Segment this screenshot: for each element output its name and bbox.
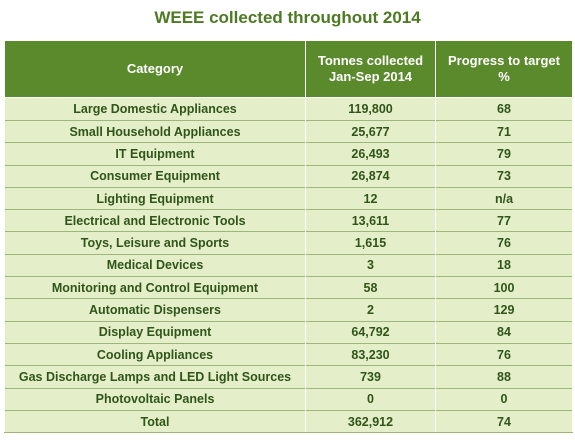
cell-progress: 129 [435, 298, 573, 322]
header-tonnes-line2: Jan-Sep 2014 [328, 69, 413, 84]
header-category: Category [4, 40, 306, 98]
table-row: Toys, Leisure and Sports 1,615 76 [4, 231, 573, 255]
table-row: Lighting Equipment 12 n/a [4, 186, 573, 210]
table-row: Large Domestic Appliances 119,800 68 [4, 97, 573, 121]
weee-table: Category Tonnes collected Jan-Sep 2014 P… [4, 40, 573, 434]
cell-tonnes: 25,677 [305, 119, 436, 143]
table-title: WEEE collected throughout 2014 [154, 8, 421, 27]
table-row: Display Equipment 64,792 84 [4, 320, 573, 344]
cell-tonnes: 64,792 [305, 320, 436, 344]
cell-tonnes: 1,615 [305, 231, 436, 255]
table-row-total: Total 362,912 74 [4, 409, 573, 434]
cell-progress: 77 [435, 209, 573, 232]
header-progress-line1: Progress to target [448, 53, 560, 68]
table-row: IT Equipment 26,493 79 [4, 142, 573, 166]
cell-category: Toys, Leisure and Sports [4, 231, 306, 255]
cell-category: Cooling Appliances [4, 342, 306, 366]
cell-tonnes: 26,493 [305, 142, 436, 166]
cell-progress: n/a [435, 186, 573, 210]
cell-category: Display Equipment [4, 320, 306, 344]
header-tonnes-line1: Tonnes collected [317, 53, 424, 68]
table-header: Category Tonnes collected Jan-Sep 2014 P… [4, 40, 573, 98]
cell-tonnes: 362,912 [305, 409, 436, 434]
cell-progress: 74 [435, 409, 573, 434]
cell-progress: 84 [435, 320, 573, 344]
cell-progress: 68 [435, 97, 573, 121]
header-row: Category Tonnes collected Jan-Sep 2014 P… [4, 40, 573, 98]
table-row: Cooling Appliances 83,230 76 [4, 342, 573, 366]
cell-tonnes: 0 [305, 387, 436, 411]
table-row: Consumer Equipment 26,874 73 [4, 164, 573, 188]
header-tonnes: Tonnes collected Jan-Sep 2014 [305, 40, 436, 98]
table-row: Electrical and Electronic Tools 13,611 7… [4, 209, 573, 232]
table-row: Small Household Appliances 25,677 71 [4, 119, 573, 143]
cell-tonnes: 83,230 [305, 342, 436, 366]
cell-tonnes: 58 [305, 276, 436, 299]
cell-tonnes: 13,611 [305, 209, 436, 232]
table-body: Large Domestic Appliances 119,800 68 Sma… [4, 97, 573, 434]
cell-progress: 73 [435, 164, 573, 188]
table-row: Photovoltaic Panels 0 0 [4, 387, 573, 411]
table-row: Automatic Dispensers 2 129 [4, 298, 573, 322]
cell-progress: 100 [435, 276, 573, 299]
cell-progress: 79 [435, 142, 573, 166]
cell-tonnes: 12 [305, 186, 436, 210]
cell-category: Monitoring and Control Equipment [4, 276, 306, 299]
cell-progress: 18 [435, 253, 573, 277]
cell-category: Medical Devices [4, 253, 306, 277]
cell-progress: 76 [435, 231, 573, 255]
cell-tonnes: 26,874 [305, 164, 436, 188]
cell-progress: 71 [435, 119, 573, 143]
table-row: Monitoring and Control Equipment 58 100 [4, 276, 573, 299]
cell-tonnes: 2 [305, 298, 436, 322]
cell-category: Small Household Appliances [4, 119, 306, 143]
cell-category: Photovoltaic Panels [4, 387, 306, 411]
cell-tonnes: 3 [305, 253, 436, 277]
header-progress: Progress to target % [435, 40, 573, 98]
cell-category: Electrical and Electronic Tools [4, 209, 306, 232]
cell-category: Gas Discharge Lamps and LED Light Source… [4, 365, 306, 389]
cell-tonnes: 739 [305, 365, 436, 389]
cell-category: Total [4, 409, 306, 434]
cell-tonnes: 119,800 [305, 97, 436, 121]
cell-progress: 88 [435, 365, 573, 389]
cell-category: Large Domestic Appliances [4, 97, 306, 121]
table-row: Gas Discharge Lamps and LED Light Source… [4, 365, 573, 389]
cell-category: IT Equipment [4, 142, 306, 166]
header-progress-line2: % [498, 69, 510, 84]
cell-category: Consumer Equipment [4, 164, 306, 188]
header-category-label: Category [126, 61, 184, 76]
cell-category: Automatic Dispensers [4, 298, 306, 322]
table-row: Medical Devices 3 18 [4, 253, 573, 277]
cell-progress: 76 [435, 342, 573, 366]
cell-category: Lighting Equipment [4, 186, 306, 210]
cell-progress: 0 [435, 387, 573, 411]
